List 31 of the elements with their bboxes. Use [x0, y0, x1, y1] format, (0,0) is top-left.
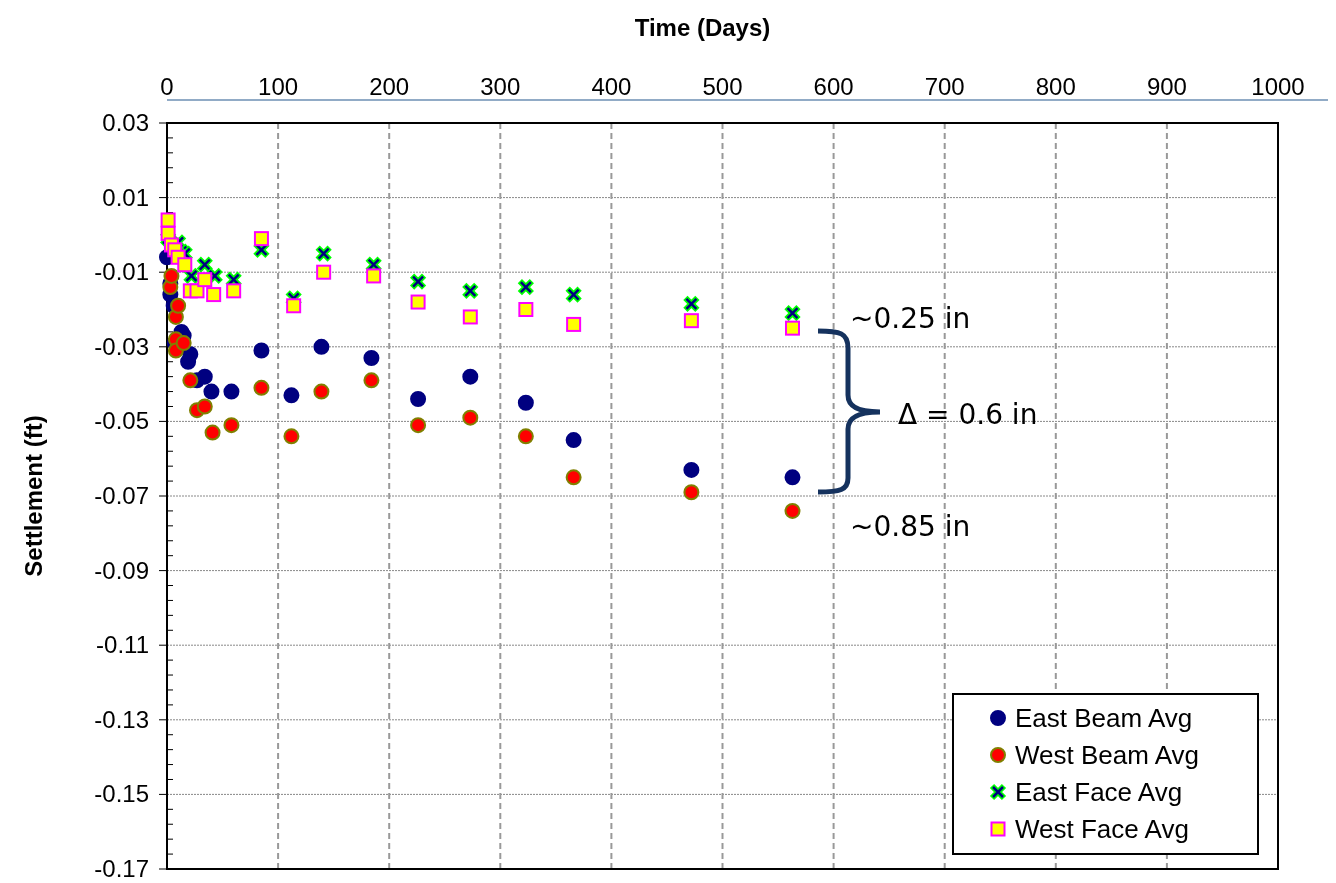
- x-tick-label: 300: [480, 73, 521, 100]
- legend-label: West Beam Avg: [1015, 740, 1200, 770]
- y-tick-label: -0.17: [94, 855, 149, 882]
- y-tick-label: -0.05: [94, 407, 149, 435]
- y-tick-label: -0.01: [94, 258, 149, 286]
- annotation: Δ = 0.6 in: [898, 398, 1038, 431]
- y-tick-label: -0.11: [96, 631, 149, 659]
- x-tick-label: 1000: [1251, 73, 1305, 100]
- x-tick-label: 800: [1035, 73, 1076, 100]
- y-tick-label: 0.01: [102, 183, 149, 211]
- x-tick-label: 600: [813, 73, 854, 100]
- x-tick-label: 0: [160, 73, 174, 100]
- x-tick-label: 500: [702, 73, 743, 100]
- legend-label: West Face Avg: [1015, 814, 1189, 844]
- annotation: ~0.85 in: [850, 510, 971, 543]
- x-tick-label: 400: [591, 73, 632, 100]
- legend-label: East Face Avg: [1015, 777, 1183, 807]
- x-tick-label: 200: [369, 73, 410, 100]
- x-tick-label: 100: [258, 73, 299, 100]
- x-tick-label: 700: [924, 73, 965, 100]
- y-tick-label: -0.03: [94, 332, 149, 360]
- x-tick-label: 900: [1146, 73, 1187, 100]
- y-tick-label: -0.09: [94, 556, 149, 584]
- legend-label: East Beam Avg: [1015, 703, 1193, 733]
- y-tick-label: -0.13: [94, 705, 149, 733]
- y-tick-label: -0.07: [94, 482, 149, 509]
- annotation: ~0.25 in: [850, 302, 971, 335]
- x-axis-title: Time (Days): [634, 14, 771, 41]
- y-tick-label: 0.03: [102, 109, 149, 136]
- y-axis-title: Settlement (ft): [20, 415, 47, 577]
- y-tick-label: -0.15: [94, 780, 149, 808]
